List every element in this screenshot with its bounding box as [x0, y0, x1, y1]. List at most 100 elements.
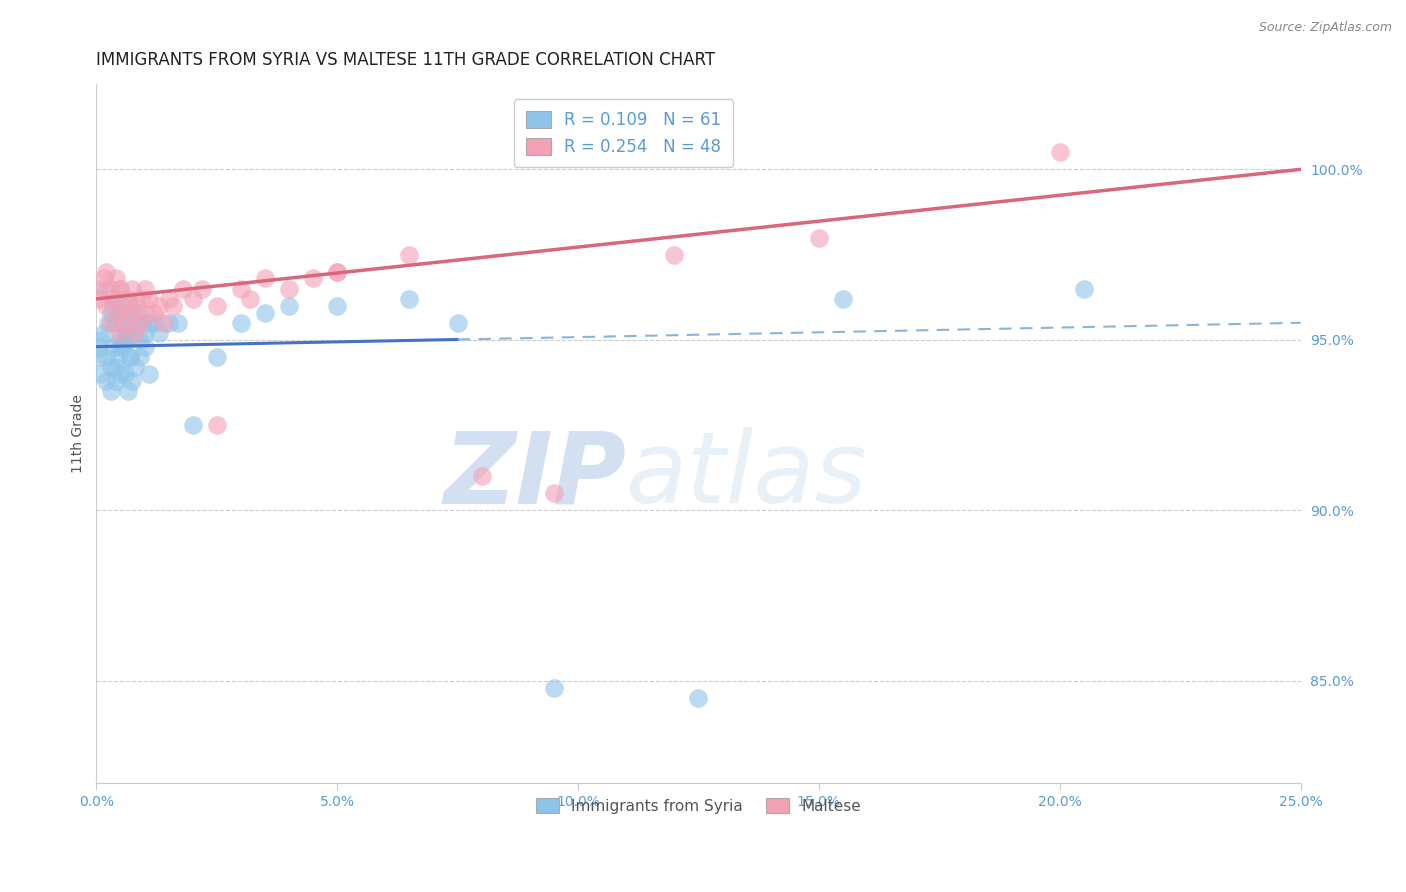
Point — [664, 247, 686, 261]
Point — [127, 305, 149, 319]
Point — [110, 367, 132, 381]
Point — [253, 271, 276, 285]
Point — [103, 340, 125, 354]
Point — [111, 299, 134, 313]
Text: atlas: atlas — [626, 427, 868, 524]
Point — [832, 292, 855, 306]
Point — [97, 316, 120, 330]
Point — [134, 282, 156, 296]
Point — [114, 326, 136, 340]
Point — [110, 333, 132, 347]
Point — [120, 305, 142, 319]
Point — [326, 299, 349, 313]
Point — [138, 292, 160, 306]
Point — [152, 316, 174, 330]
Point — [205, 350, 228, 364]
Point — [121, 374, 143, 388]
Point — [111, 340, 134, 354]
Point — [124, 326, 146, 340]
Point — [278, 299, 301, 313]
Point — [543, 486, 565, 500]
Point — [1049, 145, 1071, 160]
Point — [138, 367, 160, 381]
Point — [181, 292, 204, 306]
Point — [121, 282, 143, 296]
Point — [107, 292, 129, 306]
Point — [100, 305, 122, 319]
Point — [120, 299, 142, 313]
Point — [94, 350, 117, 364]
Point — [107, 305, 129, 319]
Point — [104, 316, 127, 330]
Point — [398, 292, 420, 306]
Point — [131, 292, 153, 306]
Point — [157, 316, 180, 330]
Point — [134, 305, 156, 319]
Point — [110, 326, 132, 340]
Point — [124, 360, 146, 375]
Point — [104, 360, 127, 375]
Text: IMMIGRANTS FROM SYRIA VS MALTESE 11TH GRADE CORRELATION CHART: IMMIGRANTS FROM SYRIA VS MALTESE 11TH GR… — [97, 51, 716, 69]
Point — [100, 384, 122, 398]
Point — [807, 230, 830, 244]
Point — [205, 299, 228, 313]
Point — [87, 350, 110, 364]
Point — [121, 326, 143, 340]
Point — [114, 367, 136, 381]
Point — [229, 282, 252, 296]
Text: ZIP: ZIP — [443, 427, 626, 524]
Point — [120, 350, 142, 364]
Point — [117, 292, 139, 306]
Text: Source: ZipAtlas.com: Source: ZipAtlas.com — [1258, 21, 1392, 34]
Point — [326, 265, 349, 279]
Point — [446, 316, 468, 330]
Point — [114, 316, 136, 330]
Point — [278, 282, 301, 296]
Point — [1073, 282, 1095, 296]
Point — [398, 247, 420, 261]
Point — [94, 282, 117, 296]
Point — [117, 384, 139, 398]
Point — [167, 316, 190, 330]
Point — [114, 333, 136, 347]
Point — [143, 305, 166, 319]
Legend: Immigrants from Syria, Maltese: Immigrants from Syria, Maltese — [526, 787, 872, 824]
Point — [128, 350, 150, 364]
Point — [110, 282, 132, 296]
Point — [111, 316, 134, 330]
Point — [100, 282, 122, 296]
Point — [181, 418, 204, 433]
Point — [134, 326, 156, 340]
Point — [239, 292, 262, 306]
Point — [131, 316, 153, 330]
Point — [90, 367, 112, 381]
Point — [162, 299, 184, 313]
Point — [326, 265, 349, 279]
Point — [104, 374, 127, 388]
Point — [100, 316, 122, 330]
Point — [543, 681, 565, 695]
Point — [471, 469, 494, 483]
Point — [100, 360, 122, 375]
Point — [90, 333, 112, 347]
Point — [253, 305, 276, 319]
Point — [128, 333, 150, 347]
Point — [124, 316, 146, 330]
Point — [93, 271, 115, 285]
Point — [110, 282, 132, 296]
Point — [110, 305, 132, 319]
Point — [191, 282, 214, 296]
Point — [127, 299, 149, 313]
Point — [157, 292, 180, 306]
Point — [94, 374, 117, 388]
Point — [143, 316, 166, 330]
Point — [103, 292, 125, 306]
Point — [148, 326, 170, 340]
Point — [172, 282, 194, 296]
Point — [205, 418, 228, 433]
Point — [138, 316, 160, 330]
Point — [117, 333, 139, 347]
Point — [229, 316, 252, 330]
Point — [104, 271, 127, 285]
Point — [94, 265, 117, 279]
